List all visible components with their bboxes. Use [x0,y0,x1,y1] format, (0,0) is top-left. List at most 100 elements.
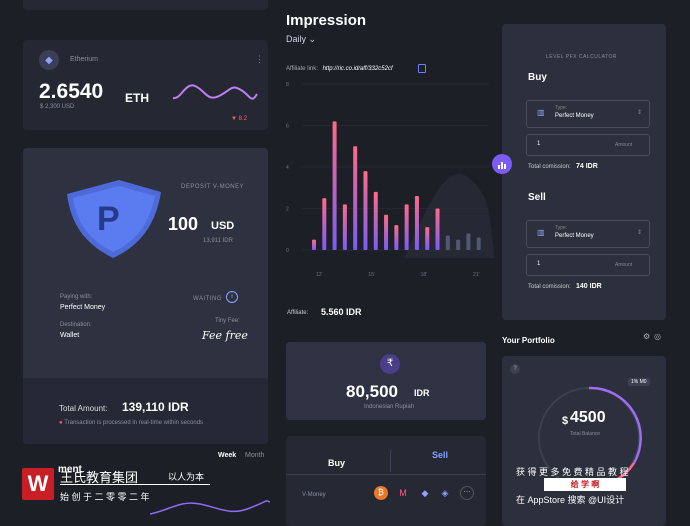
tab-buy[interactable]: Buy [328,458,346,468]
coin-option-icon[interactable]: ◈ [441,488,449,498]
total-section: Total Amount: 139,110 IDR ● Transaction … [23,378,268,444]
x-tick-label: 15' [368,272,375,278]
buy-type-select[interactable]: ▥ Type: Perfect Money ⇕ [526,100,650,128]
sell-amount-input[interactable]: 1 Amount [526,254,650,276]
bitcoin-icon[interactable]: ₿ [374,486,388,500]
info-icon[interactable]: i [226,291,238,303]
promo-line-1: 获 得 更 多 免 费 精 品 教 程 [516,467,629,477]
y-tick-label: 6 [286,124,289,130]
y-tick-label: 2 [286,207,289,213]
chart-bar [312,239,316,250]
select-arrows-icon: ⇕ [637,110,643,116]
watermark-logo: W [22,468,54,500]
wallet-unit: ETH [125,91,149,105]
chart-bar [414,196,419,250]
sell-type-label: Type: [555,225,568,231]
portfolio-tag: 1% M0 [628,378,650,386]
more-coins-icon[interactable]: ⋯ [460,486,474,500]
promo-line-2-text: 在 AppStore 搜索 [516,495,589,505]
copy-icon[interactable] [418,64,426,73]
y-tick-label: 8 [286,82,289,88]
settings-icon[interactable]: ⚙ [643,332,651,341]
calculator-title: LEVEL PFX CALCULATOR [546,54,618,60]
buy-type-value: Perfect Money [555,113,594,119]
more-options-icon[interactable]: ⋮ [255,54,264,64]
chart-bar [425,227,430,250]
price-change: ▼ 8.2 [231,116,247,122]
conversion-unit: IDR [414,388,430,398]
view-toggle-icon[interactable]: ◎ [654,332,661,341]
fiat-value: $ 2,300 USD [40,104,75,110]
buy-amount-unit: Amount [615,142,633,148]
x-tick-label: 12' [316,272,323,278]
conversion-subtitle: Indonesian Rupiah [364,404,415,410]
sell-type-select[interactable]: ▥ Type: Perfect Money ⇕ [526,220,650,248]
buy-total-label: Total comission: [528,164,571,170]
deposit-title: DEPOSIT V-MONEY [181,184,245,190]
price-sparkline [172,84,258,100]
sell-section-title: Sell [528,192,546,203]
affiliate-link: Affiliate link: http://ric.co.id/aff/332… [286,66,393,72]
total-amount-label: Total Amount: [59,404,108,413]
fee-value: Fee free [202,329,248,342]
chart-bar [435,208,440,250]
buy-amount-value: 1 [537,141,541,147]
tab-sell[interactable]: Sell [432,450,449,460]
wallet-card: ◆ Etherium ⋮ 2.6540 ETH $ 2,300 USD ▼ 8.… [23,40,268,130]
chevron-down-icon: ⌄ [308,34,317,44]
affiliate-link-value[interactable]: http://ric.co.id/aff/332c52cf [322,66,393,72]
destination-value: Wallet [60,332,80,339]
sell-type-value: Perfect Money [555,233,594,239]
bottom-left-heading: ment [58,464,82,475]
tab-month[interactable]: Month [245,452,265,459]
affiliate-value: 5.560 IDR [321,307,362,317]
sell-total-label: Total comission: [528,284,571,290]
chart-bar [373,191,378,250]
buy-amount-input[interactable]: 1 Amount [526,134,650,156]
chart-bar [342,204,347,250]
period-dropdown[interactable]: Daily ⌄ [286,34,316,45]
buy-type-label: Type: [555,105,568,111]
chart-bar [384,214,389,250]
balance-label: Total Balance [570,431,601,437]
calculator-card: LEVEL PFX CALCULATOR Buy ▥ Type: Perfect… [502,24,666,320]
portfolio-title: Your Portfolio [502,336,555,345]
watermark-org-name: 王氏教育集团 [60,470,139,485]
deposit-amount: 100 [168,214,199,234]
chart-bar [363,171,368,250]
destination-label: Destination: [60,322,92,328]
svg-text:P: P [97,200,120,238]
wallet-icon: ▥ [537,108,545,117]
promo-badge: 给 学 啊 [544,478,626,491]
deposit-idr-value: 13,911 IDR [203,238,233,244]
watermark-slogan: 以人为本 [168,472,205,482]
impression-title: Impression [286,12,367,29]
paying-with-label: Paying with: [60,294,93,300]
x-tick-label: 18' [421,272,428,278]
paying-with-value: Perfect Money [60,304,106,311]
chart-bar [394,225,399,250]
ethereum-coin-icon[interactable]: ◆ [421,488,429,498]
chart-bar [466,233,471,250]
y-tick-label: 0 [286,248,289,254]
analytics-fab[interactable] [492,154,512,174]
coin-name: Etherium [70,56,99,63]
deposit-currency: USD [211,220,235,232]
tab-divider-bottom [286,474,486,475]
period-value: Daily [286,34,307,44]
help-icon[interactable]: ? [510,364,520,374]
top-left-card-edge [23,0,268,10]
chart-bar [456,239,461,250]
affiliate-link-label: Affiliate link: [286,66,318,72]
chart-bar [322,198,327,250]
chart-bar [332,121,337,250]
tab-week[interactable]: Week [218,452,237,459]
weibo-handle: @UI设计 [588,495,625,505]
select-arrows-icon-sell: ⇕ [637,230,643,236]
y-tick-label: 4 [286,165,289,171]
bottom-left-wave [150,500,270,515]
v-money-label: V-Money [302,492,326,498]
sell-amount-value: 1 [537,261,541,267]
deposit-card: P DEPOSIT V-MONEY 100 USD 13,911 IDR Pay… [23,148,268,444]
monero-icon[interactable]: M [399,488,407,498]
